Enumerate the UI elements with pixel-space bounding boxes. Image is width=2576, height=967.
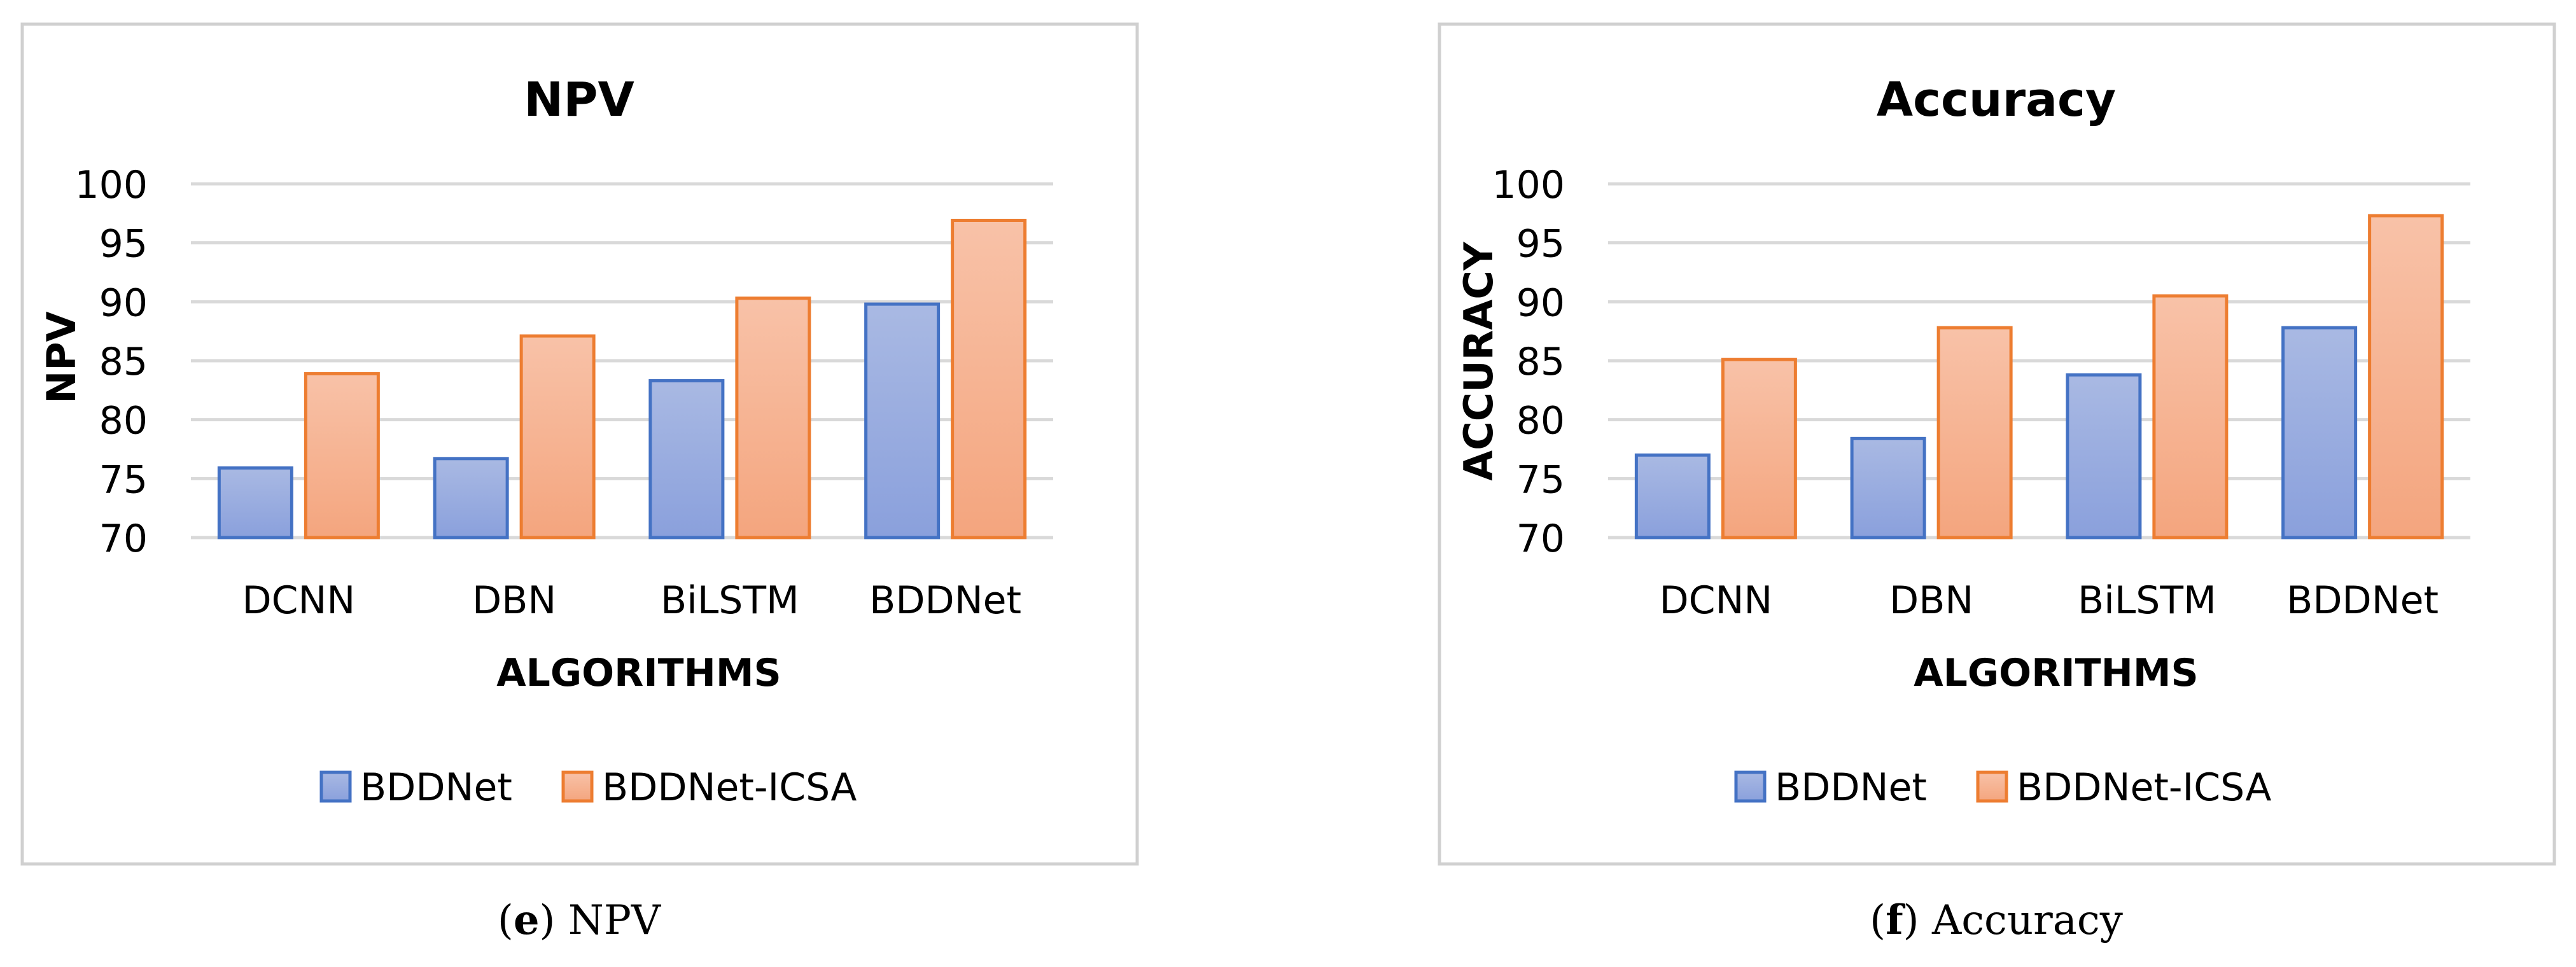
plot-area: 70 75 80 85 90 95 100 DCNN DBN BiLSTM BDDNet — [74, 163, 1053, 623]
y-tick-label: 95 — [99, 222, 148, 267]
bar-bddnet-bilstm — [2066, 373, 2142, 539]
bar-bddnet-bddnet — [864, 302, 941, 539]
x-tick-label: BiLSTM — [2078, 578, 2216, 623]
legend-swatch-bddnet — [319, 770, 352, 803]
legend: BDDNet BDDNet-ICSA — [1734, 765, 2271, 810]
caption-letter: e — [514, 896, 540, 944]
x-tick-label: DBN — [472, 578, 556, 623]
y-tick-label: 95 — [1516, 222, 1565, 267]
caption-e: (e) NPV — [498, 896, 662, 944]
y-axis-label: ACCURACY — [1455, 241, 1502, 481]
bar-bddnet-dbn — [1850, 436, 1926, 539]
y-tick-label: 85 — [99, 340, 148, 384]
x-axis-label: ALGORITHMS — [496, 651, 781, 695]
bar-bddnet-dcnn — [1634, 453, 1711, 539]
plot-area: 70 75 80 85 90 95 100 DCNN DBN BiLSTM BDDNet — [1492, 163, 2470, 623]
y-tick-label: 70 — [1516, 517, 1565, 561]
bar-bddnet-bddnet — [2281, 326, 2358, 539]
x-tick-label: BiLSTM — [661, 578, 799, 623]
y-tick-label: 90 — [99, 281, 148, 325]
legend-label-bddnet: BDDNet — [360, 765, 512, 810]
bar-bddnet-dcnn — [217, 466, 293, 539]
legend-label-bddnet-icsa: BDDNet-ICSA — [2017, 765, 2271, 810]
bar-bddnet-dbn — [433, 457, 509, 539]
legend-label-bddnet-icsa: BDDNet-ICSA — [602, 765, 857, 810]
x-tick-label: DCNN — [1659, 578, 1772, 623]
caption-text: Accuracy — [1931, 897, 2123, 944]
bar-bddnet-bilstm — [648, 379, 725, 539]
x-axis-label: ALGORITHMS — [1914, 651, 2199, 695]
x-tick-label: DCNN — [242, 578, 355, 623]
legend-swatch-bddnet-icsa — [1976, 770, 2008, 803]
y-tick-label: 70 — [99, 517, 148, 561]
caption-f: (f) Accuracy — [1870, 896, 2123, 944]
y-tick-label: 80 — [1516, 399, 1565, 443]
caption-text: NPV — [568, 897, 662, 944]
y-tick-label: 100 — [74, 163, 148, 207]
chart-title: Accuracy — [1877, 73, 2116, 127]
bar-bddnet-icsa-dcnn — [304, 372, 380, 539]
legend-swatch-bddnet — [1734, 770, 1767, 803]
bar-bddnet-icsa-dbn — [1936, 326, 2013, 539]
legend: BDDNet BDDNet-ICSA — [319, 765, 857, 810]
bar-bddnet-icsa-bilstm — [735, 296, 811, 539]
bar-bddnet-icsa-bddnet — [2368, 214, 2444, 539]
bar-bddnet-icsa-dcnn — [1721, 358, 1797, 539]
y-tick-label: 75 — [99, 457, 148, 502]
bar-bddnet-icsa-bddnet — [951, 218, 1027, 539]
bar-bddnet-icsa-bilstm — [2152, 294, 2229, 539]
y-tick-label: 100 — [1492, 163, 1565, 207]
chart-panel-npv: NPV 70 75 80 85 90 95 100 DCNN DBN BiLSTM BDDNet N… — [20, 22, 1139, 866]
y-axis-label: NPV — [38, 311, 85, 403]
bar-bddnet-icsa-dbn — [519, 334, 596, 539]
y-tick-label: 85 — [1516, 340, 1565, 384]
chart-panel-accuracy: Accuracy 70 75 80 85 90 95 100 DCNN DBN BiLSTM BDD… — [1438, 22, 2556, 866]
legend-swatch-bddnet-icsa — [561, 770, 594, 803]
legend-label-bddnet: BDDNet — [1775, 765, 1927, 810]
x-tick-label: BDDNet — [869, 578, 1021, 623]
y-tick-label: 80 — [99, 399, 148, 443]
x-tick-label: BDDNet — [2286, 578, 2439, 623]
chart-title: NPV — [524, 73, 634, 127]
y-tick-label: 75 — [1516, 457, 1565, 502]
y-tick-label: 90 — [1516, 281, 1565, 325]
caption-letter: f — [1886, 896, 1905, 944]
x-tick-label: DBN — [1889, 578, 1973, 623]
